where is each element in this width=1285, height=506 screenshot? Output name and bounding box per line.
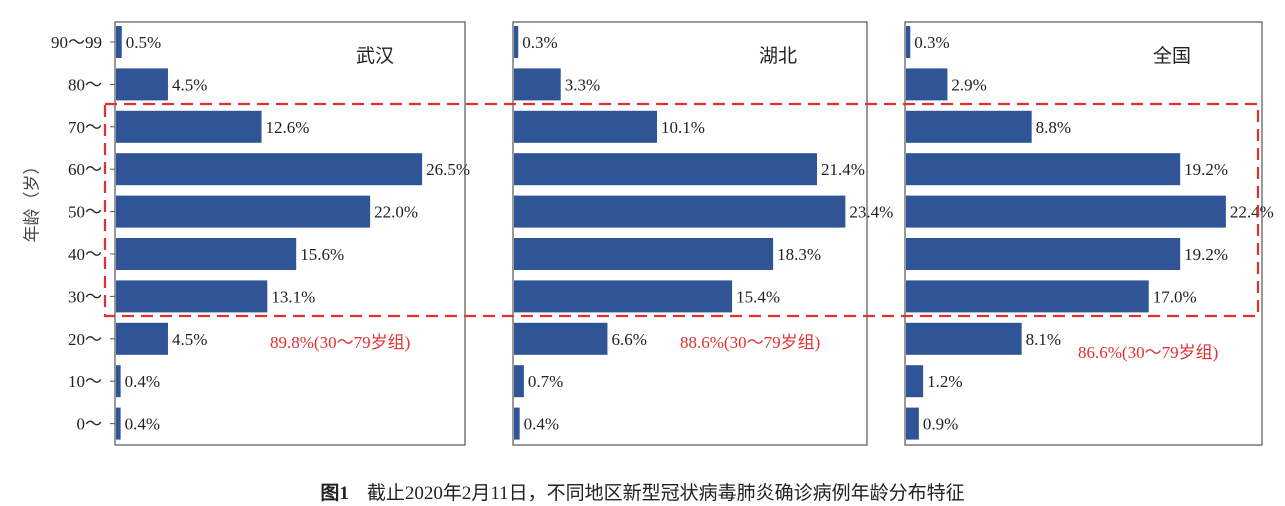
panel-title: 湖北 [759, 45, 797, 67]
data-label: 15.4% [736, 287, 780, 306]
bar [116, 26, 122, 58]
data-label: 0.4% [125, 372, 160, 391]
data-label: 22.0% [374, 203, 418, 222]
bar [906, 322, 1022, 355]
data-label: 6.6% [611, 330, 646, 349]
data-label: 1.2% [927, 372, 962, 391]
data-label: 18.3% [777, 245, 821, 264]
bar [514, 195, 846, 228]
data-label: 0.7% [528, 372, 563, 391]
figure-caption: 图1 截止2020年2月11日，不同地区新型冠状病毒肺炎确诊病例年龄分布特征 [0, 478, 1285, 505]
bar [514, 407, 520, 440]
panel-title: 全国 [1153, 45, 1191, 67]
data-label: 23.4% [849, 203, 893, 222]
bar [906, 153, 1181, 186]
age-distribution-chart: 武汉 0.5% 90～99 4.5% 80～ 12.6% 70～ 26.5% 60～ 22.0% 5… [51, 21, 1274, 446]
highlight-box-30-79 [103, 102, 1260, 318]
y-tick-label: 20～ [68, 330, 102, 349]
y-tick-label: 40～ [68, 245, 102, 264]
data-label: 26.5% [426, 160, 470, 179]
bar [116, 407, 121, 440]
bar [116, 365, 121, 398]
data-label: 19.2% [1184, 160, 1228, 179]
data-label: 22.4% [1230, 203, 1274, 222]
group-annotation: 88.6%(30～79岁组) [680, 333, 820, 352]
caption-text: 截止2020年2月11日，不同地区新型冠状病毒肺炎确诊病例年龄分布特征 [366, 483, 965, 504]
data-label: 17.0% [1153, 287, 1197, 306]
data-label: 0.3% [914, 33, 949, 52]
bar [514, 110, 658, 143]
panel-frame [904, 21, 1263, 446]
data-label: 8.1% [1026, 330, 1061, 349]
data-label: 15.6% [300, 245, 344, 264]
panel-title: 武汉 [356, 45, 394, 67]
bar [514, 322, 608, 355]
caption-label: 图1 [320, 483, 349, 504]
bar [906, 68, 948, 101]
bar [514, 68, 561, 101]
bar [514, 238, 774, 270]
data-label: 0.3% [522, 33, 557, 52]
bar [116, 68, 168, 101]
bar [514, 365, 524, 398]
bar [906, 238, 1181, 270]
y-tick-label: 10～ [68, 372, 102, 391]
bar [906, 26, 911, 58]
data-label: 12.6% [266, 118, 310, 137]
data-label: 8.8% [1036, 118, 1071, 137]
panel-frame [114, 21, 466, 446]
panel-frame [512, 21, 868, 446]
data-label: 19.2% [1184, 245, 1228, 264]
data-label: 0.5% [126, 33, 161, 52]
data-label: 13.1% [271, 287, 315, 306]
bar [116, 195, 371, 228]
data-label: 4.5% [172, 330, 207, 349]
y-tick-label: 70～ [68, 118, 102, 137]
y-tick-label: 50～ [68, 203, 102, 222]
bar [116, 322, 168, 355]
data-label: 10.1% [661, 118, 705, 137]
data-label: 0.4% [524, 415, 559, 434]
bar [906, 407, 919, 440]
bar [514, 153, 818, 186]
data-label: 0.4% [125, 415, 160, 434]
y-axis-label: 年龄（岁） [22, 157, 42, 243]
data-label: 4.5% [172, 75, 207, 94]
data-label: 0.9% [923, 415, 958, 434]
data-label: 3.3% [565, 75, 600, 94]
bar [514, 280, 733, 313]
y-tick-label: 80～ [68, 75, 102, 94]
bar [116, 110, 262, 143]
data-label: 2.9% [951, 75, 986, 94]
data-label: 21.4% [821, 160, 865, 179]
bar [906, 195, 1226, 228]
bar [116, 238, 297, 270]
y-tick-label: 60～ [68, 160, 102, 179]
bar [514, 26, 519, 58]
bar [906, 110, 1032, 143]
bar [116, 280, 268, 313]
bar [906, 365, 924, 398]
y-tick-label: 90～99 [51, 33, 102, 52]
bar [116, 153, 423, 186]
y-tick-label: 30～ [68, 287, 102, 306]
group-annotation: 86.6%(30～79岁组) [1078, 343, 1218, 362]
y-tick-label: 0～ [77, 415, 103, 434]
bar [906, 280, 1149, 313]
group-annotation: 89.8%(30～79岁组) [270, 333, 410, 352]
